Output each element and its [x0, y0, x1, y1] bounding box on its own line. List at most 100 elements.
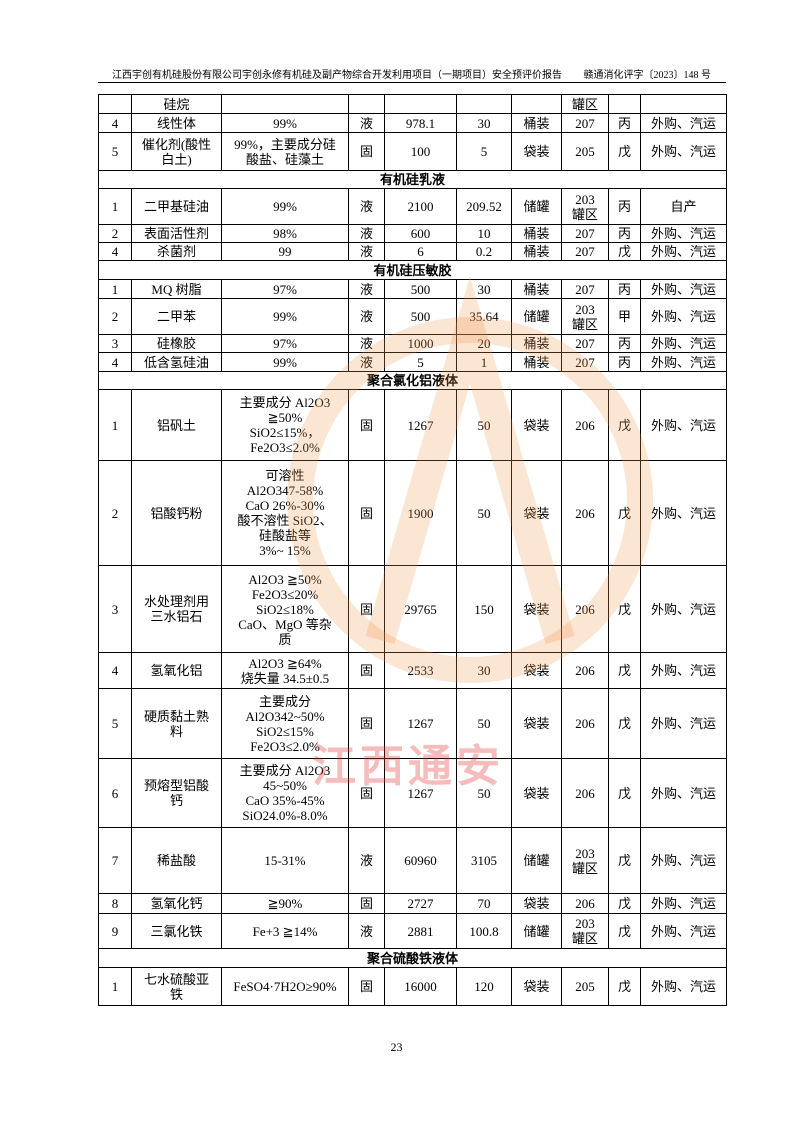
- table-cell: 丙: [608, 113, 641, 133]
- table-cell: 4: [98, 242, 132, 261]
- table-cell: 戊: [608, 565, 641, 653]
- table-cell: 袋装: [511, 967, 562, 1006]
- table-cell: 203 罐区: [561, 298, 609, 335]
- table-cell: 硅烷: [131, 94, 222, 114]
- table-cell: 丙: [608, 279, 641, 299]
- table-cell: 205: [561, 967, 609, 1006]
- table-cell: 液: [348, 188, 385, 225]
- table-cell: 7: [98, 827, 132, 894]
- table-cell: [348, 94, 385, 114]
- table-cell: 固: [348, 893, 385, 914]
- table-cell: 6: [98, 758, 132, 828]
- table-cell: 戊: [608, 389, 641, 461]
- table-cell: [511, 94, 562, 114]
- table-cell: 30: [456, 652, 512, 689]
- table-cell: 外购、汽运: [640, 565, 727, 653]
- table-cell: 丙: [608, 188, 641, 225]
- table-cell: 预熔型铝酸 钙: [131, 758, 222, 828]
- table-cell: 液: [348, 352, 385, 372]
- table-cell: 杀菌剂: [131, 242, 222, 261]
- table-cell: 二甲苯: [131, 298, 222, 335]
- table-cell: 207: [561, 242, 609, 261]
- table-cell: 袋装: [511, 758, 562, 828]
- table-cell: 外购、汽运: [640, 758, 727, 828]
- table-cell: 线性体: [131, 113, 222, 133]
- table-cell: 207: [561, 113, 609, 133]
- table-cell: 978.1: [384, 113, 457, 133]
- table-cell: 2: [98, 298, 132, 335]
- table-cell: 液: [348, 827, 385, 894]
- table-cell: 0.2: [456, 242, 512, 261]
- table-cell: 储罐: [511, 827, 562, 894]
- table-cell: 1: [456, 352, 512, 372]
- table-cell: [608, 94, 641, 114]
- table-cell: 固: [348, 688, 385, 759]
- header-right: 赣通消化评字〔2023〕148 号: [583, 70, 712, 81]
- table-cell: 1900: [384, 460, 457, 566]
- table-cell: 液: [348, 334, 385, 353]
- table-cell: 60960: [384, 827, 457, 894]
- table-cell: 外购、汽运: [640, 688, 727, 759]
- table-cell: 戊: [608, 242, 641, 261]
- table-cell: 99%: [221, 352, 349, 372]
- table-cell: 5: [384, 352, 457, 372]
- table-cell: 袋装: [511, 132, 562, 171]
- table-cell: 氢氧化钙: [131, 893, 222, 914]
- table-cell: 罐区: [561, 94, 609, 114]
- table-cell: 2727: [384, 893, 457, 914]
- table-cell: 戊: [608, 893, 641, 914]
- watermark-text: 江西通安: [312, 742, 504, 791]
- table-cell: 5: [456, 132, 512, 171]
- table-cell: 4: [98, 113, 132, 133]
- table-cell: 氢氧化铝: [131, 652, 222, 689]
- table-cell: 207: [561, 352, 609, 372]
- table-cell: 外购、汽运: [640, 352, 727, 372]
- table-cell: 35.64: [456, 298, 512, 335]
- table-cell: 铝矾土: [131, 389, 222, 461]
- table-cell: 丙: [608, 224, 641, 243]
- table-cell: [384, 94, 457, 114]
- table-cell: 98%: [221, 224, 349, 243]
- table-cell: 207: [561, 279, 609, 299]
- table-cell: 206: [561, 652, 609, 689]
- table-cell: 206: [561, 758, 609, 828]
- table-cell: 液: [348, 242, 385, 261]
- table-cell: 20: [456, 334, 512, 353]
- table-cell: 2881: [384, 913, 457, 949]
- table-row: 4 杀菌剂 99 液 6 0.2 桶装 207 戊外购、汽运: [98, 242, 727, 261]
- table-cell: 催化剂(酸性 白土): [131, 132, 222, 171]
- table-cell: 5: [98, 132, 132, 171]
- table-cell: 99: [221, 242, 349, 261]
- header-rule: [98, 82, 726, 83]
- table-cell: 袋装: [511, 460, 562, 566]
- table-cell: 储罐: [511, 298, 562, 335]
- table-cell: 戊: [608, 758, 641, 828]
- header-left: 江西宇创有机硅股份有限公司宇创永修有机硅及副产物综合开发利用项目（一期项目）安全…: [112, 70, 562, 81]
- table-cell: 600: [384, 224, 457, 243]
- table-cell: 207: [561, 224, 609, 243]
- table-cell: 储罐: [511, 188, 562, 225]
- table-cell: 3: [98, 334, 132, 353]
- table-cell: 丙: [608, 334, 641, 353]
- table-cell: 外购、汽运: [640, 298, 727, 335]
- table-cell: 50: [456, 460, 512, 566]
- table-cell: 5: [98, 688, 132, 759]
- table-cell: 固: [348, 389, 385, 461]
- table-row: 8 氢氧化钙 ≧90% 固 2727 70 袋装 206 戊外购、汽运: [98, 893, 727, 914]
- table-cell: 液: [348, 113, 385, 133]
- table-cell: Fe+3 ≧14%: [221, 913, 349, 949]
- table-cell: 外购、汽运: [640, 893, 727, 914]
- table-cell: 120: [456, 967, 512, 1006]
- table-cell: 外购、汽运: [640, 460, 727, 566]
- materials-table: 硅烷 罐区 4 线性体 99% 液 978.1 30 桶装 207 丙外购、汽运 5 催化剂(酸性 白土…: [98, 94, 727, 1006]
- table-row: 1 MQ 树脂 97% 液 500 30 桶装 207 丙外购、汽运: [98, 279, 727, 299]
- table-cell: 戊: [608, 460, 641, 566]
- table-cell: 1267: [384, 758, 457, 828]
- table-cell: 桶装: [511, 113, 562, 133]
- table-cell: 桶装: [511, 279, 562, 299]
- table-cell: [640, 94, 727, 114]
- table-cell: 99%: [221, 298, 349, 335]
- section-heading: 有机硅乳液: [98, 170, 727, 189]
- section-heading: 聚合氯化铝液体: [98, 371, 727, 390]
